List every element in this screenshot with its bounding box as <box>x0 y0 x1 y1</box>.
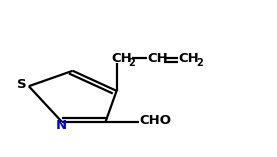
Text: 2: 2 <box>128 58 135 68</box>
Text: N: N <box>56 119 67 132</box>
Text: CH: CH <box>179 52 199 65</box>
Text: CHO: CHO <box>140 114 172 127</box>
Text: 2: 2 <box>196 58 202 68</box>
Text: S: S <box>17 78 27 91</box>
Text: CH: CH <box>147 52 168 65</box>
Text: CH: CH <box>111 52 132 65</box>
